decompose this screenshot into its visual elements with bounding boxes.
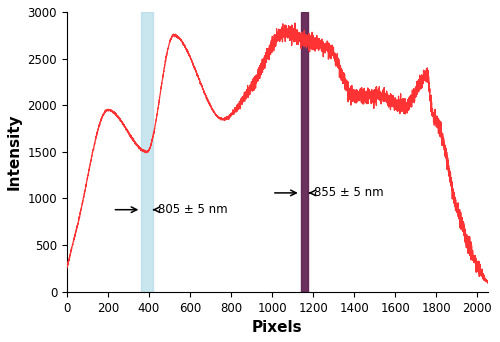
Y-axis label: Intensity: Intensity xyxy=(7,114,22,190)
Bar xyxy=(300,12,308,292)
Bar xyxy=(142,12,152,292)
X-axis label: Pixels: Pixels xyxy=(252,320,302,335)
Text: 805 ± 5 nm: 805 ± 5 nm xyxy=(158,203,228,216)
Text: 855 ± 5 nm: 855 ± 5 nm xyxy=(314,186,383,199)
